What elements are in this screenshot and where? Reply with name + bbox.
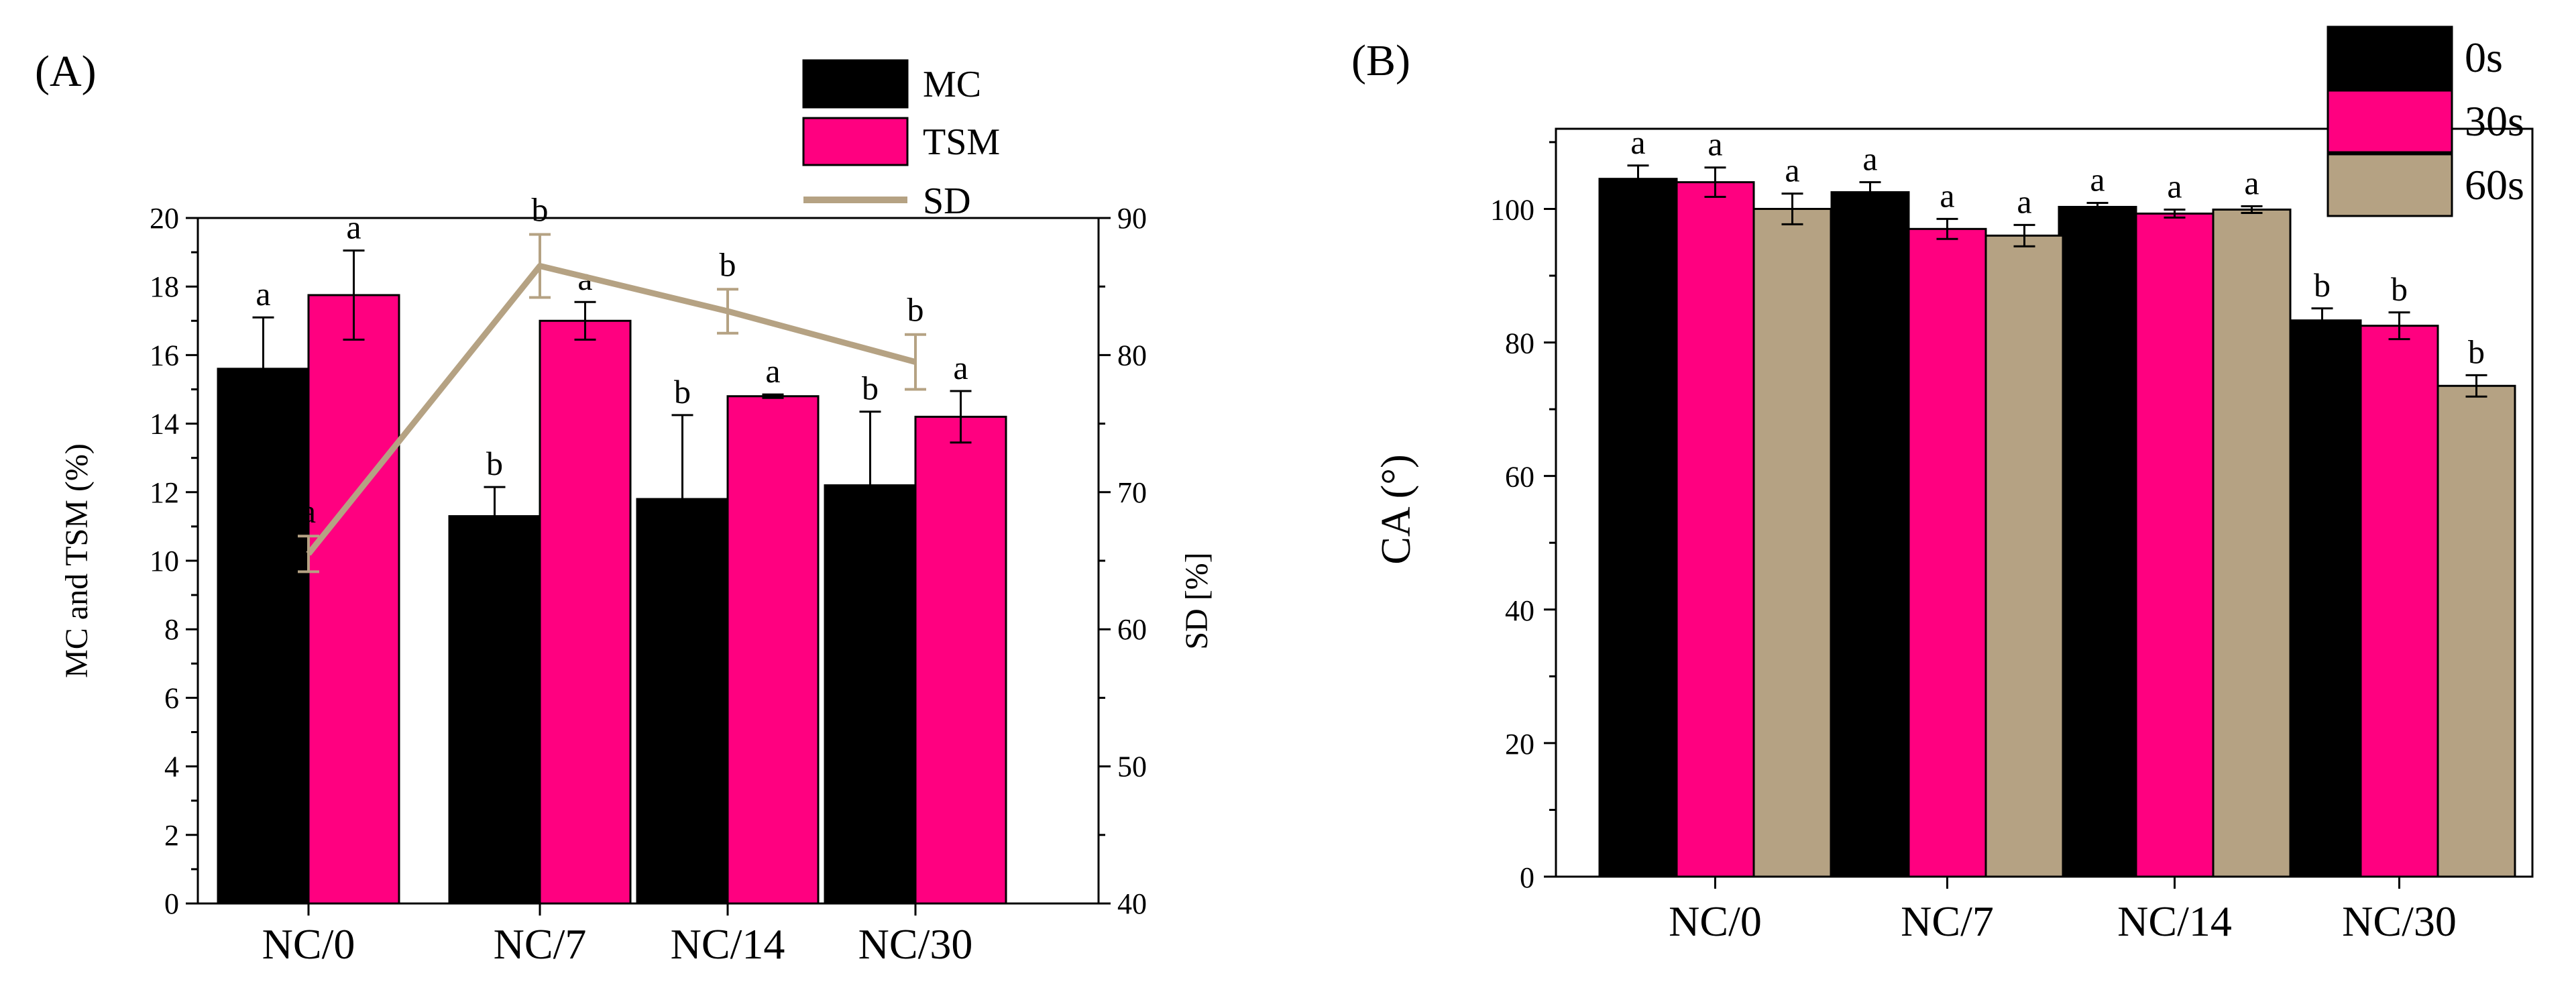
- y-tick-label-a: 4: [164, 751, 179, 783]
- x-category-label-a: NC/30: [858, 920, 973, 968]
- y-tick-label-b: 100: [1490, 193, 1534, 226]
- significance-letter-sd: b: [907, 291, 924, 329]
- panel-label-a: (A): [35, 47, 97, 96]
- bar-0s: [1598, 178, 1678, 878]
- significance-letter-30s: b: [2391, 270, 2408, 308]
- bar-0s: [1830, 191, 1910, 878]
- x-category-label-b: NC/30: [2342, 897, 2457, 945]
- y2-axis-title-a: SD [%]: [1179, 552, 1215, 649]
- y-tick-label-a: 20: [150, 202, 179, 235]
- y2-tick-label-a: 50: [1117, 751, 1147, 783]
- panel-b-chart: 0 20 40 60 80 100 NC/0 NC/7 NC/14 NC/30 a a a b a a a b a a…: [1351, 25, 2534, 945]
- legend-label-30s: 30s: [2465, 97, 2524, 145]
- significance-letter-60s: b: [2468, 333, 2485, 370]
- significance-letter-sd: b: [720, 245, 736, 283]
- significance-letter-60s: a: [1785, 152, 1799, 189]
- x-category-label-a: NC/7: [494, 920, 587, 968]
- legend-label-mc: MC: [923, 64, 981, 105]
- x-category-label-b: NC/7: [1901, 897, 1994, 945]
- x-category-label-a: NC/14: [671, 920, 785, 968]
- y2-tick-label-a: 60: [1117, 613, 1147, 646]
- bar-60s: [1984, 234, 2064, 878]
- legend-label-tsm: TSM: [923, 121, 1000, 163]
- bar-tsm: [726, 395, 820, 905]
- legend-label-60s: 60s: [2465, 161, 2524, 209]
- x-category-label-a: NC/0: [262, 920, 355, 968]
- significance-letter-mc: b: [486, 445, 503, 482]
- significance-letter-tsm: a: [953, 349, 968, 386]
- significance-letter-60s: a: [2244, 164, 2259, 201]
- bar-30s: [1675, 181, 1755, 878]
- significance-letter-0s: a: [1630, 123, 1645, 161]
- y-tick-label-a: 18: [150, 270, 179, 303]
- legend-swatch-60s: [2327, 153, 2453, 217]
- y2-tick-label-a: 40: [1117, 887, 1147, 920]
- y-axis-title-b: CA (°): [1374, 454, 1419, 564]
- bar-tsm: [914, 415, 1007, 905]
- bar-60s: [1752, 207, 1832, 878]
- y-tick-label-a: 0: [164, 887, 179, 920]
- significance-letter-0s: b: [2314, 266, 2331, 304]
- bar-30s: [1907, 227, 1987, 878]
- y-tick-label-b: 60: [1505, 461, 1534, 494]
- legend-swatch-mc: [802, 59, 909, 109]
- bar-0s: [2058, 205, 2137, 878]
- significance-letter-sd: b: [532, 191, 549, 229]
- y-tick-label-a: 6: [164, 681, 179, 714]
- x-category-label-b: NC/14: [2117, 897, 2232, 945]
- significance-letter-tsm: a: [765, 352, 780, 390]
- y-tick-label-b: 80: [1505, 327, 1534, 360]
- bar-30s: [2359, 325, 2439, 878]
- panel-label-b: (B): [1351, 36, 1410, 85]
- bar-mc: [448, 515, 541, 905]
- significance-letter-mc: b: [862, 370, 879, 407]
- y-tick-label-a: 10: [150, 545, 179, 578]
- y-tick-label-a: 16: [150, 339, 179, 372]
- y-tick-label-a: 2: [164, 819, 179, 852]
- significance-letter-30s: a: [2167, 167, 2182, 205]
- bar-mc: [217, 368, 310, 905]
- y2-tick-label-a: 90: [1117, 202, 1147, 235]
- y-tick-label-a: 14: [150, 408, 179, 441]
- y-axis-title-a: MC and TSM (%): [59, 443, 95, 678]
- y-tick-label-a: 12: [150, 476, 179, 509]
- x-category-label-b: NC/0: [1669, 897, 1762, 945]
- y-tick-label-b: 40: [1505, 594, 1534, 627]
- y2-tick-label-a: 80: [1117, 339, 1147, 372]
- significance-letter-tsm: a: [346, 209, 361, 246]
- bar-tsm: [539, 319, 632, 905]
- y-tick-label-b: 20: [1505, 728, 1534, 761]
- sd-line: [306, 263, 917, 556]
- bar-0s: [2282, 319, 2362, 878]
- significance-letter-0s: a: [2090, 161, 2105, 199]
- significance-letter-0s: a: [1862, 140, 1877, 178]
- bar-60s: [2212, 208, 2292, 878]
- legend-label-0s: 0s: [2465, 34, 2503, 81]
- significance-letter-mc: a: [256, 275, 270, 313]
- significance-letter-sd: a: [301, 492, 316, 530]
- bar-30s: [2135, 212, 2215, 878]
- bar-tsm: [307, 294, 400, 905]
- significance-letter-60s: a: [2017, 182, 2031, 220]
- legend-swatch-30s: [2327, 89, 2453, 154]
- significance-letter-30s: a: [1940, 176, 1954, 214]
- y-tick-label-a: 8: [164, 613, 179, 646]
- legend-swatch-tsm: [802, 117, 909, 166]
- legend-swatch-0s: [2327, 25, 2453, 90]
- y2-tick-label-a: 70: [1117, 476, 1147, 509]
- y-tick-label-b: 0: [1520, 861, 1534, 894]
- legend-label-sd: SD: [923, 180, 971, 222]
- panel-a-chart: 0 2 4 6 8 10 12 14 16 18 20 40 50 60 70 80 90 NC/0 NC/7 NC/…: [35, 47, 1215, 968]
- significance-letter-mc: b: [674, 373, 691, 410]
- bar-60s: [2437, 384, 2516, 878]
- significance-letter-30s: a: [1707, 125, 1722, 163]
